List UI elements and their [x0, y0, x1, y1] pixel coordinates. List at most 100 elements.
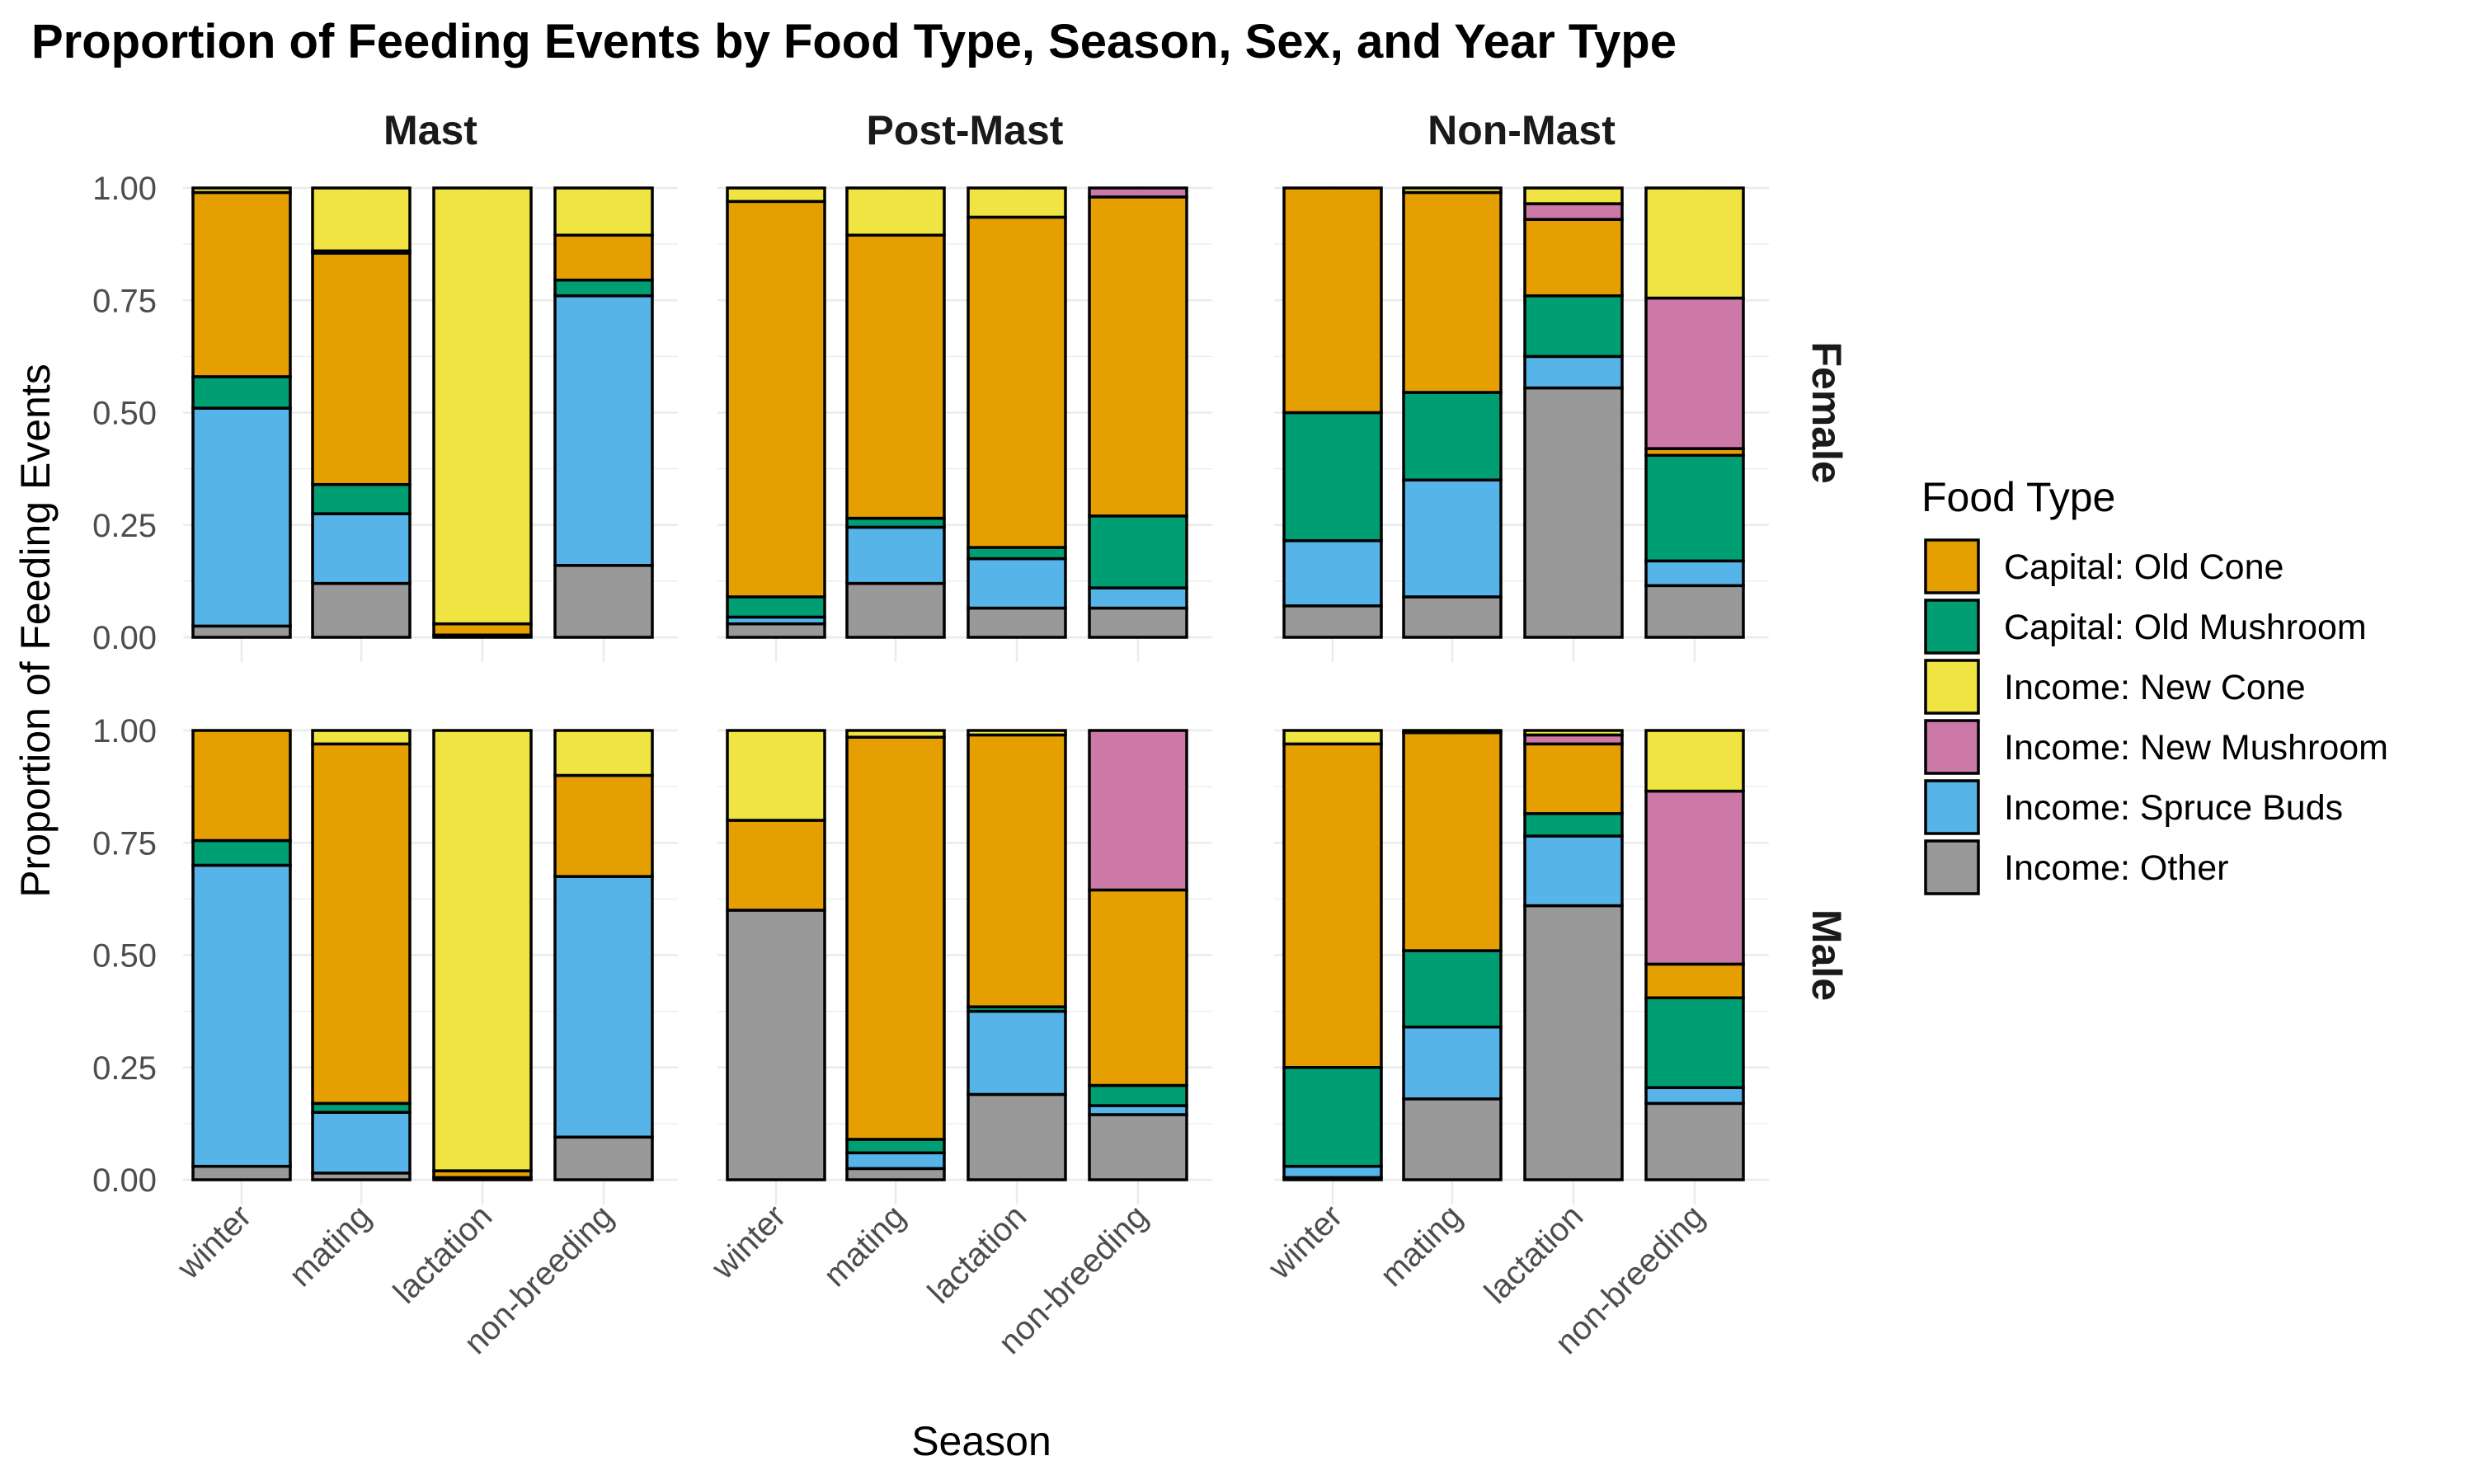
stacked-bar-mating: [845, 729, 946, 1181]
bar-segment-income-spruce-buds: [311, 1111, 412, 1175]
bar-segment-income-other: [967, 606, 1067, 639]
legend-label: Capital: Old Cone: [2004, 547, 2284, 587]
bar-segment-income-new-cone: [1644, 186, 1745, 300]
y-tick-label: 0.00: [92, 1162, 157, 1199]
stacked-bar-lactation: [967, 186, 1067, 639]
bar-segment-income-spruce-buds: [845, 1151, 946, 1171]
panel-female-non-mast: [1282, 186, 1745, 639]
bar-segment-capital-old-cone: [726, 200, 826, 599]
stacked-bar-lactation: [1523, 729, 1624, 1181]
bar-segment-income-spruce-buds: [1282, 539, 1383, 608]
stacked-bar-non-breeding: [553, 186, 654, 639]
bar-segment-income-other: [1644, 584, 1745, 639]
facet-panels: Mast Post-Mast Non-Mast Female Male 0.00 0.25 0…: [92, 107, 1850, 1361]
legend-swatch: [1924, 719, 1980, 775]
bar-segment-income-spruce-buds: [1644, 1086, 1745, 1106]
bar-segment-capital-old-cone: [1282, 186, 1383, 415]
bar-segment-capital-old-mushroom: [553, 278, 654, 298]
legend-label: Income: New Mushroom: [2004, 728, 2388, 768]
bar-segment-capital-old-mushroom: [1644, 453, 1745, 563]
bar-segment-income-new-cone: [726, 729, 826, 822]
bar-segment-income-new-cone: [967, 186, 1067, 219]
stacked-bar-lactation: [1523, 186, 1624, 639]
legend-swatch: [1924, 538, 1980, 594]
stacked-bar-winter: [191, 729, 292, 1181]
stacked-bar-mating: [1402, 186, 1503, 639]
y-tick-label: 0.75: [92, 283, 157, 319]
stacked-bar-non-breeding: [1088, 186, 1188, 639]
facet-column-label-post-mast: Post-Mast: [867, 107, 1064, 153]
bar-segment-capital-old-mushroom: [1282, 1066, 1383, 1168]
bar-segment-income-spruce-buds: [1644, 559, 1745, 588]
bar-segment-capital-old-cone: [845, 233, 946, 520]
stacked-bar-lactation: [432, 186, 533, 639]
facet-column-label-mast: Mast: [383, 107, 477, 153]
legend-item-capital-old-mushroom: Capital: Old Mushroom: [1924, 599, 2367, 655]
bar-segment-income-spruce-buds: [1523, 355, 1624, 390]
bar-segment-capital-old-cone: [967, 215, 1067, 549]
bar-segment-income-new-cone: [191, 186, 292, 195]
bar-segment-capital-old-mushroom: [1088, 514, 1188, 589]
bar-segment-income-new-mushroom: [1644, 296, 1745, 450]
bar-segment-capital-old-cone: [311, 251, 412, 486]
stacked-bar-winter: [1282, 186, 1383, 639]
bar-segment-capital-old-mushroom: [1402, 391, 1503, 482]
bar-segment-income-other: [967, 1092, 1067, 1181]
bar-segment-income-other: [726, 909, 826, 1181]
y-tick-label: 0.75: [92, 825, 157, 862]
bar-segment-capital-old-cone: [1523, 218, 1624, 298]
legend-item-income-new-cone: Income: New Cone: [1924, 659, 2306, 715]
facet-row-label-female: Female: [1804, 341, 1850, 483]
legend-label: Income: New Cone: [2004, 668, 2306, 707]
bar-segment-income-new-cone: [311, 729, 412, 746]
stacked-bar-winter: [191, 186, 292, 639]
bar-segment-income-other: [191, 624, 292, 639]
bar-segment-income-new-cone: [553, 729, 654, 777]
panel-male-mast: [191, 729, 654, 1181]
bar-segment-capital-old-cone: [1282, 742, 1383, 1069]
bar-segment-income-spruce-buds: [1402, 478, 1503, 599]
bar-segment-income-new-cone: [967, 729, 1067, 737]
bar-segment-income-spruce-buds: [553, 875, 654, 1139]
bar-segment-income-other: [553, 1135, 654, 1181]
x-axis-title: Season: [911, 1418, 1051, 1464]
stacked-bar-winter: [1282, 729, 1383, 1181]
y-tick-label: 0.50: [92, 396, 157, 432]
bar-segment-income-other: [1644, 1101, 1745, 1181]
bar-segment-income-other: [845, 581, 946, 639]
y-axis-title: Proportion of Feeding Events: [12, 364, 59, 898]
bar-segment-capital-old-mushroom: [191, 375, 292, 410]
stacked-bar-mating: [311, 186, 412, 639]
legend-item-income-spruce-buds: Income: Spruce Buds: [1924, 779, 2343, 835]
legend-item-income-new-mushroom: Income: New Mushroom: [1924, 719, 2388, 775]
bar-segment-income-new-cone: [432, 186, 533, 626]
bar-segment-capital-old-cone: [1088, 888, 1188, 1087]
legend-swatch: [1924, 599, 1980, 655]
bar-segment-capital-old-cone: [845, 735, 946, 1141]
bar-segment-income-other: [1523, 386, 1624, 639]
bar-segment-income-other: [553, 564, 654, 639]
bar-segment-income-new-cone: [432, 729, 533, 1172]
bar-segment-capital-old-cone: [553, 773, 654, 878]
bar-segment-income-new-cone: [845, 729, 946, 739]
bar-segment-income-new-cone: [845, 186, 946, 237]
bar-segment-income-spruce-buds: [553, 294, 654, 567]
legend-items: Capital: Old Cone Capital: Old Mushroom In…: [1924, 538, 2388, 895]
bar-segment-income-other: [1402, 1097, 1503, 1181]
bar-segment-income-other: [845, 1167, 946, 1181]
bar-segment-capital-old-mushroom: [967, 546, 1067, 561]
bar-segment-capital-old-mushroom: [845, 1138, 946, 1155]
bar-segment-income-other: [1282, 604, 1383, 639]
stacked-bar-mating: [845, 186, 946, 639]
legend-label: Income: Spruce Buds: [2004, 788, 2343, 828]
chart-title: Proportion of Feeding Events by Food Typ…: [31, 15, 1677, 68]
stacked-bar-non-breeding: [1088, 729, 1188, 1181]
bar-segment-capital-old-mushroom: [1523, 812, 1624, 838]
bar-segment-capital-old-mushroom: [1282, 411, 1383, 542]
bar-segment-capital-old-cone: [432, 622, 533, 637]
bar-segment-income-new-cone: [311, 186, 412, 253]
bar-segment-income-new-mushroom: [1523, 202, 1624, 221]
